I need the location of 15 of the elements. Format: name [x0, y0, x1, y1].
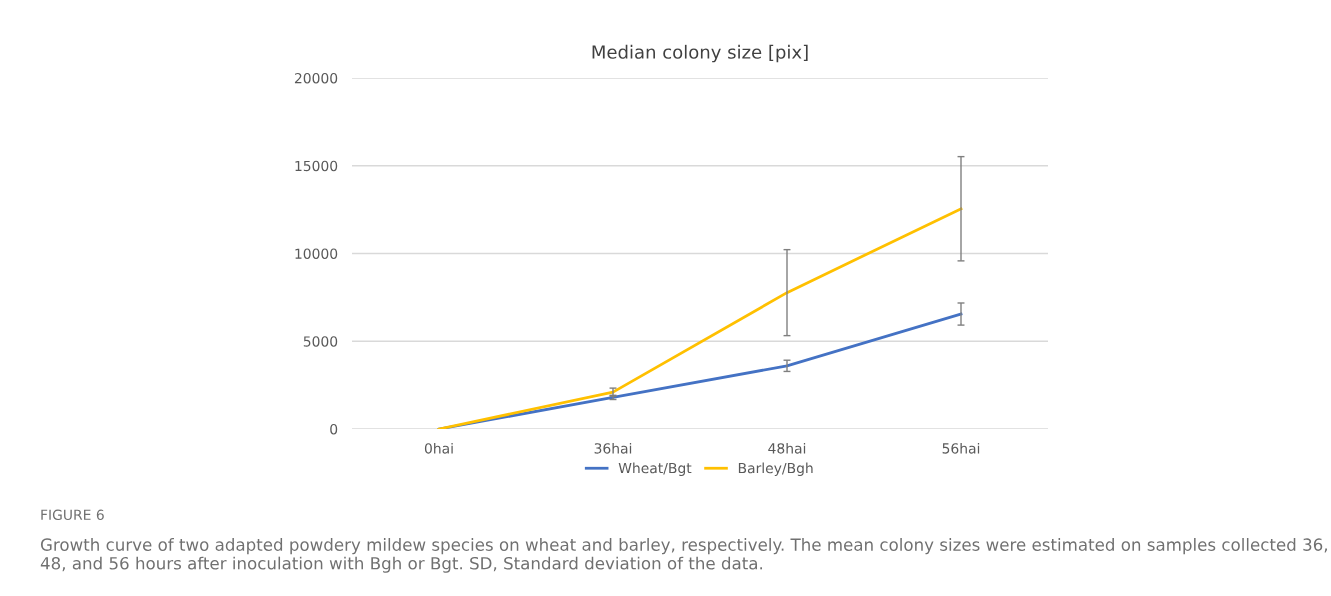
y-tick-label: 15000: [295, 160, 338, 172]
legend-label: Wheat/Bgt: [618, 462, 692, 476]
x-tick-label: 0hai: [424, 442, 453, 454]
y-tick-label: 0: [330, 423, 338, 435]
text: Growth curve of two adapted powdery mildew species on wheat and barley, respectively. The mean colony sizes were estimated on samples collected 36, 48, and 56 hours after inoculation with Bgh or Bgt. SD, Standard deviation of the data.: [40, 538, 1327, 573]
line-series: [437, 207, 963, 429]
y-tick-label: 5000: [303, 336, 338, 347]
legend-label: Barley/Bgh: [738, 462, 813, 476]
x-tick-label: 56hai: [942, 442, 980, 454]
caption: FIGURE 6: [41, 509, 104, 521]
x-tick-label: 48hai: [768, 442, 806, 454]
chart-title: Median colony size [pix]: [592, 44, 808, 63]
y-tick-label: 20000: [294, 72, 338, 84]
x-tick-label: 36hai: [594, 442, 632, 454]
y-tick-label: 10000: [295, 248, 338, 259]
